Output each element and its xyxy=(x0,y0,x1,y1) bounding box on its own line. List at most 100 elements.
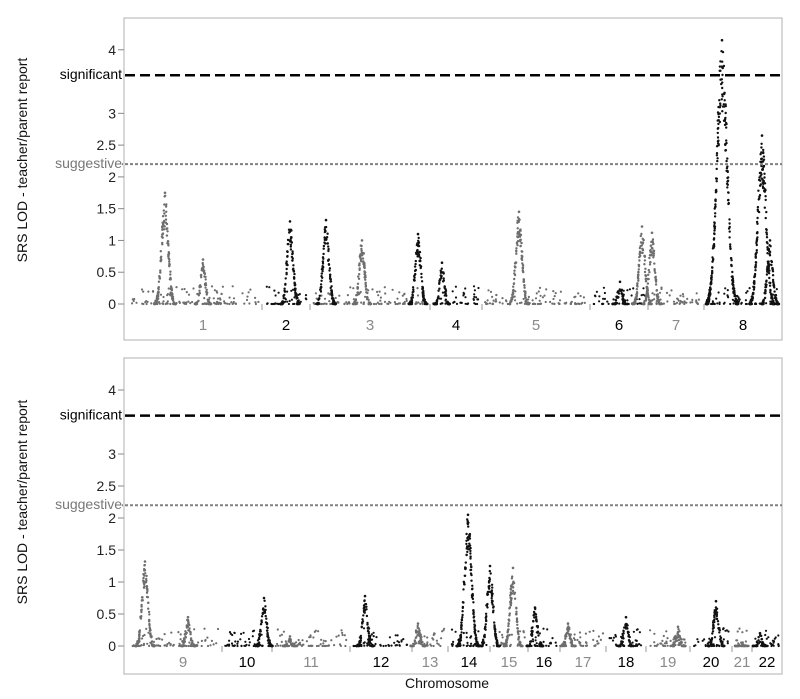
data-point xyxy=(470,596,474,599)
data-point xyxy=(413,276,416,279)
data-point xyxy=(520,258,524,262)
data-point xyxy=(517,637,520,640)
data-point xyxy=(202,271,206,275)
data-point xyxy=(573,644,576,648)
data-point xyxy=(172,643,175,647)
data-point xyxy=(456,644,459,648)
data-point xyxy=(343,634,346,637)
data-point xyxy=(631,641,634,644)
data-point xyxy=(588,630,591,633)
data-point xyxy=(515,620,519,623)
data-point xyxy=(639,644,643,647)
data-point xyxy=(216,301,219,304)
data-point xyxy=(487,289,490,292)
data-point xyxy=(754,265,757,268)
data-point xyxy=(416,624,419,628)
data-point xyxy=(758,176,761,179)
data-point xyxy=(202,267,205,270)
data-point xyxy=(167,257,170,260)
data-point xyxy=(337,634,340,637)
data-point xyxy=(760,151,763,154)
data-point xyxy=(438,281,441,284)
data-point xyxy=(498,301,501,304)
data-point xyxy=(462,294,465,297)
data-point xyxy=(334,296,337,300)
data-point xyxy=(294,292,298,295)
data-point xyxy=(726,289,729,292)
data-point xyxy=(363,273,366,276)
data-point xyxy=(142,290,145,293)
data-point xyxy=(145,302,148,306)
data-point xyxy=(224,644,227,647)
data-point xyxy=(352,298,355,301)
data-point xyxy=(297,638,300,642)
data-point xyxy=(200,639,203,643)
data-point xyxy=(145,587,149,591)
data-point xyxy=(764,285,768,289)
data-point xyxy=(512,586,515,589)
peak-apex xyxy=(288,635,292,638)
data-point xyxy=(713,227,716,230)
data-point xyxy=(520,301,523,304)
data-point xyxy=(477,298,480,301)
data-point xyxy=(527,295,531,298)
data-point xyxy=(372,302,375,306)
data-point xyxy=(531,638,535,641)
data-point xyxy=(188,641,191,644)
data-point xyxy=(155,637,158,641)
data-point xyxy=(675,301,679,304)
data-point xyxy=(426,636,429,639)
data-point xyxy=(770,642,773,646)
data-point xyxy=(258,635,261,638)
data-point xyxy=(285,273,288,276)
data-point xyxy=(328,273,332,277)
data-point xyxy=(271,302,274,306)
data-point xyxy=(637,279,640,282)
data-point xyxy=(178,301,181,304)
data-point xyxy=(145,591,149,594)
data-point xyxy=(756,216,759,220)
data-point xyxy=(775,301,778,304)
data-point xyxy=(169,273,172,276)
data-point xyxy=(642,293,645,296)
data-point xyxy=(762,189,766,193)
data-point xyxy=(469,555,472,558)
data-point xyxy=(653,298,656,301)
data-point xyxy=(693,644,696,648)
data-point xyxy=(464,296,467,299)
data-point xyxy=(366,642,369,645)
data-point xyxy=(718,638,722,641)
data-point xyxy=(221,285,224,288)
data-point xyxy=(761,181,764,184)
data-point xyxy=(138,629,142,632)
data-point xyxy=(358,264,361,267)
data-point xyxy=(320,275,323,278)
data-point xyxy=(240,644,243,647)
data-point xyxy=(768,281,771,284)
data-point xyxy=(361,622,364,625)
data-point xyxy=(322,642,325,645)
data-point xyxy=(767,636,770,639)
peak-apex xyxy=(640,225,644,228)
data-point xyxy=(648,271,651,274)
data-point xyxy=(144,572,147,575)
data-point xyxy=(507,618,511,621)
data-point xyxy=(650,240,653,244)
data-point xyxy=(184,630,187,633)
data-point xyxy=(148,613,151,616)
data-point xyxy=(314,292,317,295)
data-point xyxy=(714,198,717,201)
data-point xyxy=(509,588,513,591)
data-point xyxy=(513,272,516,275)
data-point xyxy=(774,297,778,301)
data-point xyxy=(757,189,760,192)
data-point xyxy=(516,216,520,219)
data-point xyxy=(394,634,397,637)
data-point xyxy=(242,631,245,634)
peak-apex xyxy=(768,239,772,242)
data-point xyxy=(712,238,716,241)
data-point xyxy=(757,639,760,642)
data-point xyxy=(754,255,757,258)
data-point xyxy=(603,291,607,295)
data-point xyxy=(723,143,727,146)
